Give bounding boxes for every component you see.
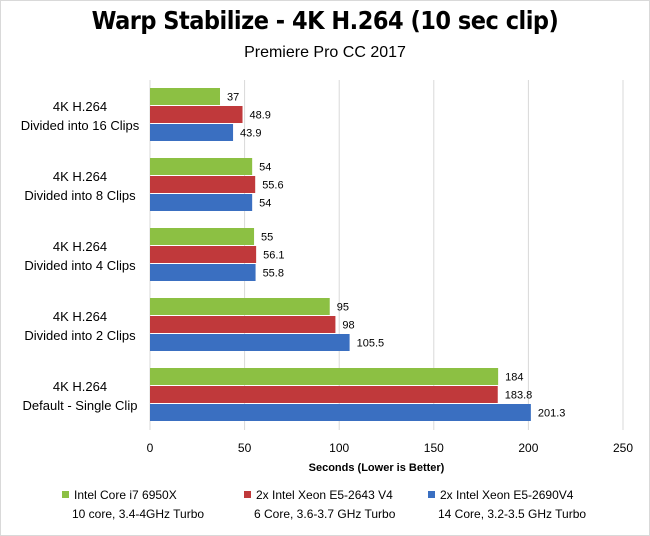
data-label-1-2: 54: [259, 198, 271, 210]
category-label-3-line-1: 4K H.264: [53, 309, 107, 324]
bar-3-2: [150, 334, 350, 351]
legend-name-2: 2x Intel Xeon E5-2690V4: [440, 488, 574, 502]
category-label-4-line-2: Default - Single Clip: [23, 398, 138, 413]
data-label-0-1: 48.9: [250, 110, 271, 122]
bar-0-0: [150, 88, 221, 105]
category-label-1-line-2: Divided into 8 Clips: [24, 188, 136, 203]
legend-swatch-0: [62, 491, 69, 498]
data-label-3-1: 98: [342, 320, 354, 332]
bar-0-1: [150, 106, 243, 123]
legend-name-0: Intel Core i7 6950X: [74, 488, 177, 502]
x-tick-label-150: 150: [424, 441, 444, 455]
legend-item-series-1: 2x Intel Xeon E5-2643 V4 6 Core, 3.6-3.7…: [244, 486, 395, 524]
bar-1-0: [150, 158, 253, 175]
bar-4-0: [150, 368, 499, 385]
category-label-0-line-2: Divided into 16 Clips: [21, 118, 140, 133]
data-label-2-0: 55: [261, 232, 273, 244]
category-label-2-line-2: Divided into 4 Clips: [24, 258, 136, 273]
legend-name-1: 2x Intel Xeon E5-2643 V4: [256, 488, 393, 502]
data-label-4-1: 183.8: [505, 390, 533, 402]
data-label-4-0: 184: [505, 372, 523, 384]
x-tick-label-0: 0: [147, 441, 154, 455]
bar-0-2: [150, 124, 234, 141]
bar-4-2: [150, 404, 531, 421]
data-label-1-1: 55.6: [262, 180, 283, 192]
legend-item-series-0: Intel Core i7 6950X 10 core, 3.4-4GHz Tu…: [62, 486, 204, 524]
data-label-0-0: 37: [227, 92, 239, 104]
bar-2-2: [150, 264, 256, 281]
x-tick-label-200: 200: [518, 441, 538, 455]
data-label-3-0: 95: [337, 302, 349, 314]
legend-item-series-2: 2x Intel Xeon E5-2690V4 14 Core, 3.2-3.5…: [428, 486, 586, 524]
legend-detail-0: 10 core, 3.4-4GHz Turbo: [72, 507, 205, 521]
legend-detail-1: 6 Core, 3.6-3.7 GHz Turbo: [254, 507, 396, 521]
category-label-2-line-1: 4K H.264: [53, 239, 107, 254]
chart-title: Warp Stabilize - 4K H.264 (10 sec clip): [91, 6, 559, 35]
bar-2-1: [150, 246, 257, 263]
legend-swatch-1: [244, 491, 251, 498]
category-label-0-line-1: 4K H.264: [53, 99, 107, 114]
x-tick-label-250: 250: [613, 441, 633, 455]
data-label-2-1: 56.1: [263, 250, 284, 262]
x-tick-label-50: 50: [238, 441, 252, 455]
category-label-3-line-2: Divided into 2 Clips: [24, 328, 136, 343]
bar-2-0: [150, 228, 255, 245]
legend-detail-2: 14 Core, 3.2-3.5 GHz Turbo: [438, 507, 587, 521]
data-label-4-2: 201.3: [538, 408, 566, 420]
bar-1-1: [150, 176, 256, 193]
x-axis-title: Seconds (Lower is Better): [309, 462, 445, 474]
bar-1-2: [150, 194, 253, 211]
legend-swatch-2: [428, 491, 435, 498]
data-label-2-2: 55.8: [263, 268, 284, 280]
data-label-3-2: 105.5: [357, 338, 385, 350]
chart-subtitle: Premiere Pro CC 2017: [244, 44, 406, 61]
bar-3-1: [150, 316, 336, 333]
category-label-4-line-1: 4K H.264: [53, 379, 107, 394]
data-label-0-2: 43.9: [240, 128, 261, 140]
bar-3-0: [150, 298, 330, 315]
data-label-1-0: 54: [259, 162, 271, 174]
category-label-1-line-1: 4K H.264: [53, 169, 107, 184]
x-tick-label-100: 100: [329, 441, 349, 455]
bar-4-1: [150, 386, 498, 403]
